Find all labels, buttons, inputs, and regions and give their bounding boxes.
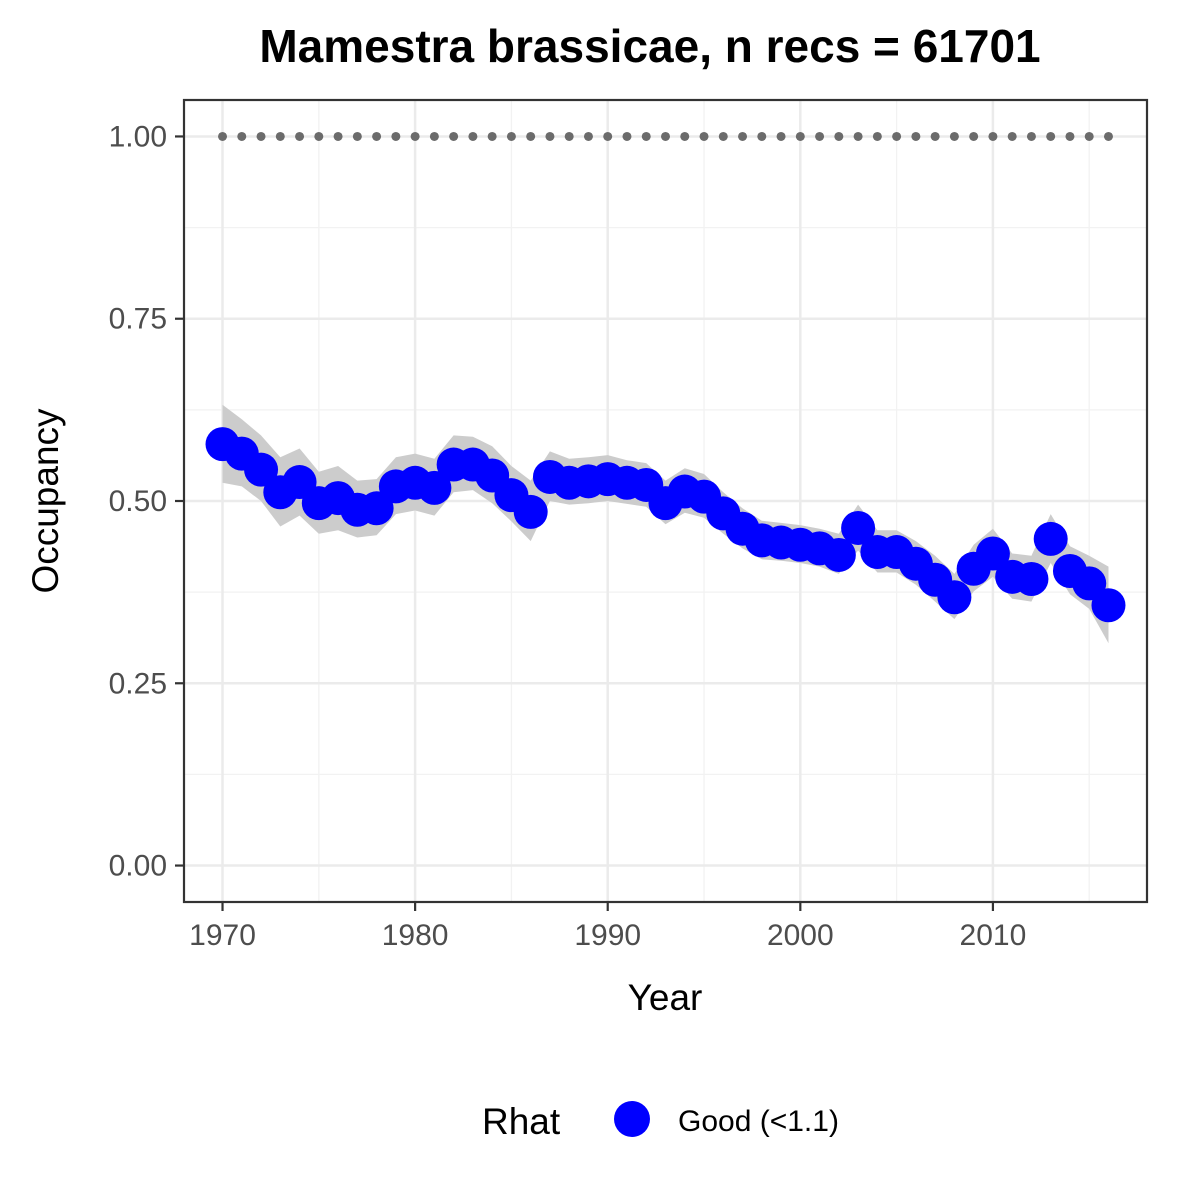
x-tick-label: 1970 [189, 919, 256, 952]
reference-point [892, 131, 902, 141]
data-point [821, 537, 856, 572]
reference-point [564, 131, 574, 141]
data-point [937, 580, 972, 615]
occupancy-points [205, 427, 1126, 623]
x-tick-label: 1990 [574, 919, 641, 952]
reference-point [333, 131, 343, 141]
reference-point [969, 131, 979, 141]
data-point [1091, 588, 1126, 623]
reference-point [911, 131, 921, 141]
reference-point [1103, 131, 1113, 141]
reference-point [795, 131, 805, 141]
reference-point [1084, 131, 1094, 141]
reference-point [680, 131, 690, 141]
x-tick-label: 2010 [960, 919, 1027, 952]
data-point [359, 491, 394, 526]
y-axis: 0.00 0.25 0.50 0.75 1.00 [109, 120, 184, 883]
data-point [417, 470, 452, 505]
reference-point [487, 131, 497, 141]
reference-point [429, 131, 439, 141]
reference-point [1046, 131, 1056, 141]
legend-title: Rhat [482, 1101, 561, 1142]
reference-point [1065, 131, 1075, 141]
legend-key-good [614, 1101, 650, 1137]
chart-title: Mamestra brassicae, n recs = 61701 [259, 20, 1040, 72]
reference-point [449, 131, 459, 141]
reference-points [218, 131, 1113, 141]
reference-point [391, 131, 401, 141]
reference-point [218, 131, 228, 141]
y-tick-label: 1.00 [109, 120, 167, 153]
data-point [1014, 562, 1049, 597]
reference-point [699, 131, 709, 141]
data-point [1072, 566, 1107, 601]
y-tick-label: 0.50 [109, 485, 167, 518]
data-point [513, 494, 548, 529]
data-point [975, 536, 1010, 571]
reference-point [757, 131, 767, 141]
x-axis-title: Year [628, 977, 703, 1018]
reference-point [545, 131, 555, 141]
reference-point [776, 131, 786, 141]
reference-point [603, 131, 613, 141]
reference-point [872, 131, 882, 141]
reference-point [275, 131, 285, 141]
reference-point [314, 131, 324, 141]
reference-point [661, 131, 670, 141]
reference-point [738, 131, 748, 141]
reference-point [352, 131, 362, 141]
y-tick-label: 0.25 [109, 667, 167, 700]
reference-point [526, 131, 536, 141]
reference-point [815, 131, 825, 141]
reference-point [506, 131, 516, 141]
y-tick-label: 0.75 [109, 303, 167, 336]
reference-point [410, 131, 420, 141]
reference-point [237, 131, 247, 141]
reference-point [988, 131, 998, 141]
reference-point [949, 131, 959, 141]
reference-point [256, 131, 266, 141]
legend: Rhat Good (<1.1) [482, 1101, 839, 1142]
reference-point [834, 131, 844, 141]
reference-point [718, 131, 728, 141]
reference-point [1007, 131, 1017, 141]
x-tick-label: 2000 [767, 919, 834, 952]
reference-point [641, 131, 651, 141]
reference-point [853, 131, 863, 141]
data-point [1033, 521, 1068, 556]
x-tick-label: 1980 [382, 919, 449, 952]
reference-point [1026, 131, 1036, 141]
reference-point [372, 131, 382, 141]
y-tick-label: 0.00 [109, 850, 167, 883]
legend-label-good: Good (<1.1) [678, 1105, 839, 1138]
minor-gridlines [184, 100, 1147, 902]
x-axis: 1970 1980 1990 2000 2010 [189, 902, 1026, 952]
reference-point [295, 131, 305, 141]
reference-point [930, 131, 940, 141]
reference-point [583, 131, 593, 141]
reference-point [468, 131, 478, 141]
data-point [841, 510, 876, 545]
reference-point [622, 131, 632, 141]
data-point [244, 452, 279, 487]
y-axis-title: Occupancy [25, 408, 66, 594]
